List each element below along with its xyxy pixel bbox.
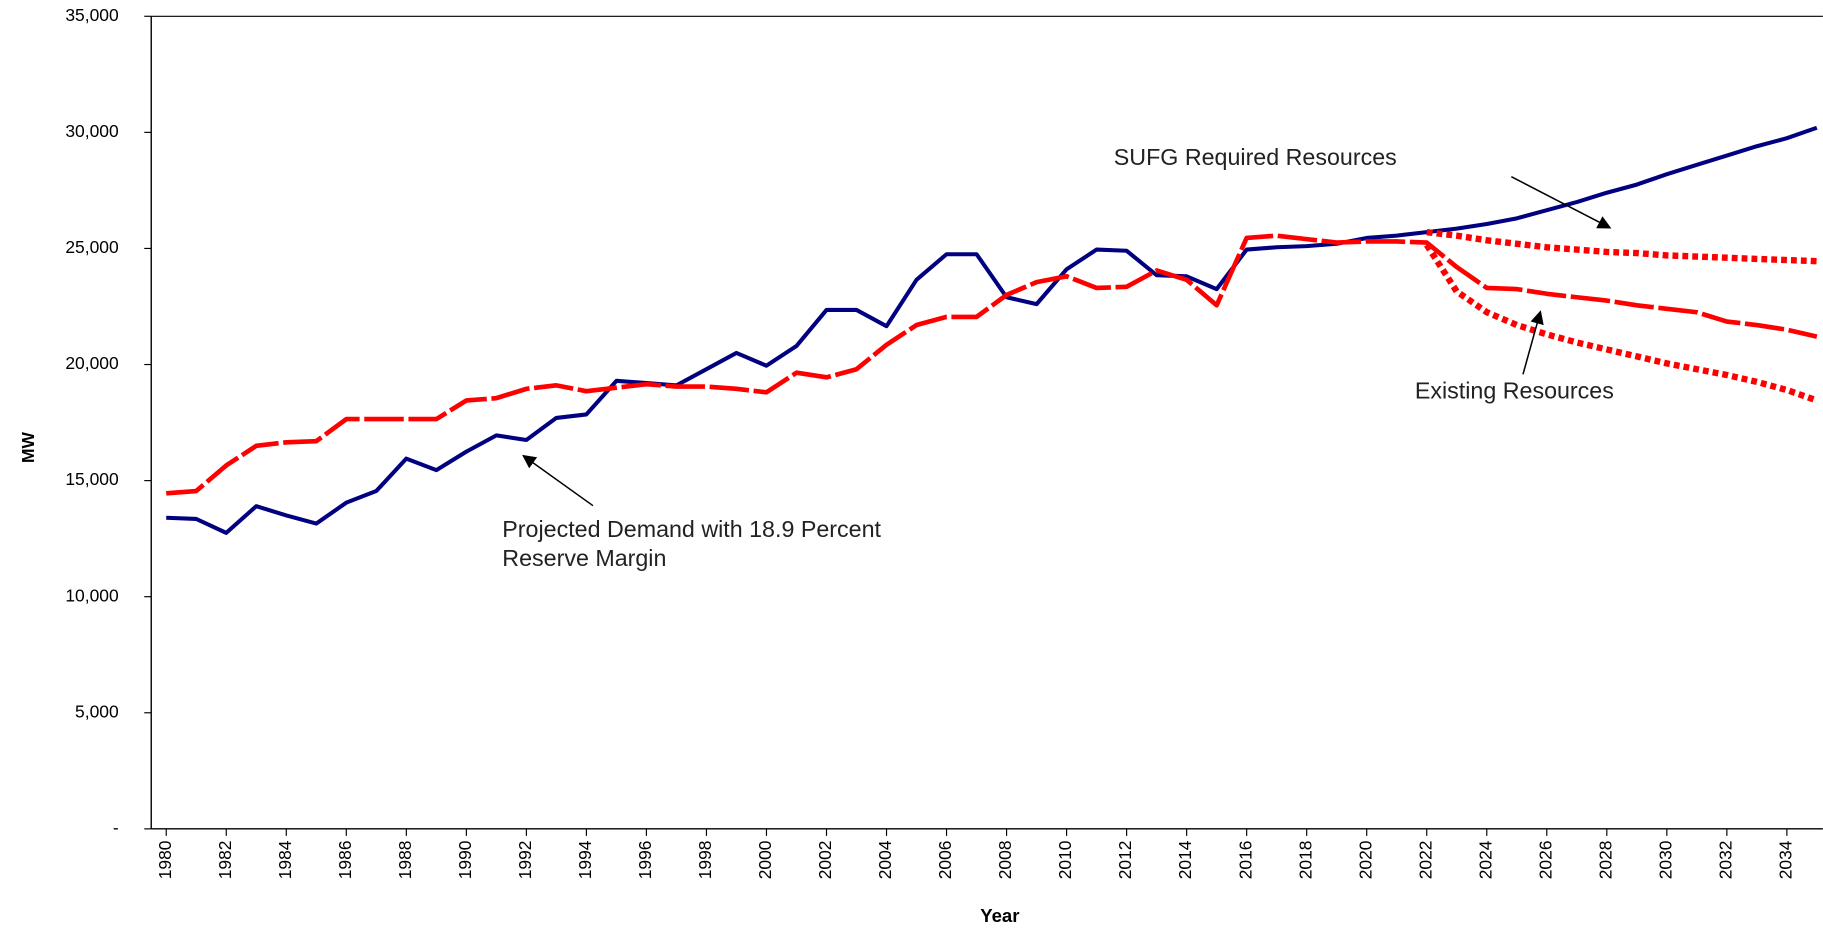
x-tick-label: 2024 [1475,840,1495,879]
x-tick-label: 1992 [515,840,535,879]
x-tick-label: 2032 [1715,840,1735,879]
x-tick-label: 2028 [1595,840,1615,879]
x-tick-label: 2034 [1775,840,1795,879]
x-tick-label: 1988 [395,840,415,879]
x-tick-label: 1994 [575,840,595,879]
y-tick-label: 20,000 [65,353,119,373]
x-tick-label: 1984 [275,840,295,879]
x-tick-label: 2006 [935,840,955,879]
x-tick-label: 2020 [1355,840,1375,879]
annotation-arrow [522,454,594,507]
x-tick-label: 2014 [1175,840,1195,879]
x-tick-label: 1980 [155,840,175,879]
series-line [1424,243,1818,404]
y-tick-label: 35,000 [65,5,119,25]
x-tick-label: 2022 [1415,840,1435,879]
x-axis-label: Year [980,905,1019,926]
x-tick-label: 2012 [1115,840,1135,879]
y-axis-label: MW [18,432,38,464]
x-tick-label: 2004 [875,840,895,879]
annotation-arrow [1522,310,1544,375]
x-tick-label: 1990 [455,840,475,879]
x-tick-label: 1986 [335,840,355,879]
series-line [166,233,1818,496]
x-tick-label: 1998 [695,840,715,879]
annotation: SUFG Required Resources [1114,144,1397,170]
series-line [166,125,1818,535]
y-tick-label: 25,000 [65,237,119,257]
annotation: Projected Demand with 18.9 Percent Reser… [502,517,881,572]
x-tick-label: 2018 [1295,840,1315,879]
annotation-box: Projected Demand with 18.9 Percent Reser… [502,517,881,572]
y-tick-label: - [113,817,119,837]
x-tick-label: 2026 [1535,840,1555,879]
x-tick-label: 2010 [1055,840,1075,879]
x-tick-label: 2016 [1235,840,1255,879]
y-tick-label: 30,000 [65,121,119,141]
y-tick-label: 5,000 [75,701,119,721]
y-tick-label: 10,000 [65,585,119,605]
x-tick-label: 2008 [995,840,1015,879]
annotation-arrow [1511,176,1612,229]
x-tick-label: 1982 [215,840,235,879]
y-tick-label: 15,000 [65,469,119,489]
series-line [1426,228,1817,265]
annotation: Existing Resources [1415,378,1614,404]
x-tick-label: 2030 [1655,840,1675,879]
x-tick-label: 1996 [635,840,655,879]
x-tick-label: 2000 [755,840,775,879]
x-tick-label: 2002 [815,840,835,879]
